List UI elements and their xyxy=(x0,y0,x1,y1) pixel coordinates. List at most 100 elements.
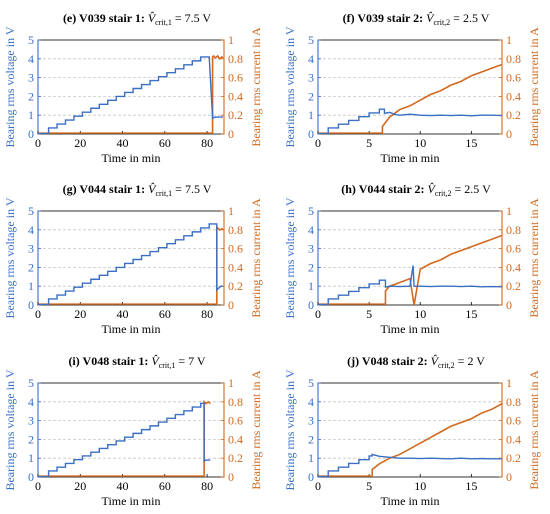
y-left-tick-label: 4 xyxy=(308,395,314,409)
y-right-axis-label: Bearing rms current in A xyxy=(527,370,541,490)
y-right-tick-label: 0.8 xyxy=(506,223,521,237)
y-right-tick-label: 0.2 xyxy=(506,279,521,293)
y-left-tick-label: 3 xyxy=(28,71,34,85)
y-left-tick-label: 0 xyxy=(308,298,314,312)
y-right-axis-label: Bearing rms current in A xyxy=(249,27,263,147)
x-tick-label: 10 xyxy=(414,307,426,321)
y-left-tick-label: 2 xyxy=(308,260,314,274)
y-right-axis-label: Bearing rms current in A xyxy=(249,370,263,490)
current-series-post xyxy=(211,54,224,134)
x-tick-label: 0 xyxy=(315,136,321,150)
y-right-axis-label: Bearing rms current in A xyxy=(249,198,263,318)
y-left-tick-label: 2 xyxy=(308,432,314,446)
plot-frame xyxy=(317,39,503,135)
y-right-tick-label: 0.8 xyxy=(506,52,521,66)
chart-panel-2: (g) V044 stair 1: V̂crit,1 = 7.5 V0 20 40 6… xyxy=(3,182,263,336)
plot-frame xyxy=(317,382,503,478)
x-axis-label: Time in min xyxy=(102,151,161,165)
y-left-tick-label: 0 xyxy=(308,470,314,484)
y-right-tick-label: 0.4 xyxy=(228,432,243,446)
y-right-tick-label: 0.2 xyxy=(228,451,243,465)
panel-title: (i) V048 stair 1: V̂crit,1 = 7 V xyxy=(68,354,205,370)
x-tick-label: 80 xyxy=(201,307,213,321)
y-left-axis-label: Bearing rms voltage in V xyxy=(283,26,297,147)
y-left-tick-label: 5 xyxy=(28,33,34,47)
y-left-tick-label: 3 xyxy=(308,414,314,428)
y-right-tick-label: 1 xyxy=(506,376,512,390)
chart-panel-4: (i) V048 stair 1: V̂crit,1 = 7 V0 20 40 60 8… xyxy=(3,354,263,508)
y-left-axis-label: Bearing rms voltage in V xyxy=(283,369,297,490)
x-tick-label: 15 xyxy=(465,307,477,321)
y-right-tick-label: 0 xyxy=(228,298,234,312)
y-right-tick-label: 0.4 xyxy=(506,260,521,274)
panel-title: (j) V048 stair 2: V̂crit,2 = 2 V xyxy=(347,354,485,370)
x-tick-label: 0 xyxy=(315,307,321,321)
y-left-tick-label: 5 xyxy=(308,376,314,390)
y-right-tick-label: 1 xyxy=(506,33,512,47)
y-right-tick-label: 1 xyxy=(228,204,234,218)
chart-panel-3: (h) V044 stair 2: V̂crit,2 = 2.5 V 0 5 10 15… xyxy=(283,182,541,336)
y-right-tick-label: 0.4 xyxy=(506,432,521,446)
y-left-tick-label: 2 xyxy=(28,432,34,446)
y-right-tick-label: 0 xyxy=(506,470,512,484)
y-right-tick-label: 0.6 xyxy=(228,414,243,428)
y-left-tick-label: 5 xyxy=(28,204,34,218)
y-right-tick-label: 0.2 xyxy=(228,108,243,122)
x-tick-label: 15 xyxy=(465,136,477,150)
y-left-tick-label: 4 xyxy=(308,52,314,66)
voltage-series xyxy=(318,108,502,134)
y-left-tick-label: 4 xyxy=(28,395,34,409)
plot-frame xyxy=(317,210,503,306)
y-right-tick-label: 1 xyxy=(228,376,234,390)
y-left-axis-label: Bearing rms voltage in V xyxy=(3,26,17,147)
y-right-axis-label: Bearing rms current in A xyxy=(527,198,541,318)
y-left-tick-label: 0 xyxy=(28,470,34,484)
y-left-tick-label: 3 xyxy=(308,242,314,256)
y-right-tick-label: 0.8 xyxy=(228,52,243,66)
current-series-post xyxy=(216,224,224,305)
x-tick-label: 20 xyxy=(74,307,86,321)
x-tick-label: 40 xyxy=(117,136,129,150)
y-right-tick-label: 0 xyxy=(506,298,512,312)
y-left-tick-label: 1 xyxy=(308,451,314,465)
x-tick-label: 60 xyxy=(159,479,171,493)
y-left-tick-label: 4 xyxy=(28,52,34,66)
y-left-tick-label: 3 xyxy=(28,242,34,256)
x-tick-label: 10 xyxy=(414,136,426,150)
y-left-axis-label: Bearing rms voltage in V xyxy=(283,197,297,318)
x-tick-label: 20 xyxy=(74,479,86,493)
y-right-tick-label: 0 xyxy=(228,470,234,484)
y-right-tick-label: 0.8 xyxy=(228,223,243,237)
x-tick-label: 0 xyxy=(35,479,41,493)
voltage-series xyxy=(38,56,223,134)
voltage-series xyxy=(318,453,502,477)
voltage-series xyxy=(38,402,211,477)
x-tick-label: 0 xyxy=(315,479,321,493)
current-series-post xyxy=(381,63,502,134)
y-left-tick-label: 4 xyxy=(28,223,34,237)
x-axis-label: Time in min xyxy=(102,322,161,336)
chart-panel-5: (j) V048 stair 2: V̂crit,2 = 2 V0 5 10 1501… xyxy=(283,354,541,508)
y-right-tick-label: 0.2 xyxy=(506,108,521,122)
y-left-tick-label: 0 xyxy=(28,298,34,312)
y-right-tick-label: 0 xyxy=(506,127,512,141)
y-right-tick-label: 0.6 xyxy=(228,242,243,256)
y-right-tick-label: 0.2 xyxy=(228,279,243,293)
x-tick-label: 60 xyxy=(159,307,171,321)
x-tick-label: 80 xyxy=(201,479,213,493)
panel-title: (f) V039 stair 2: V̂crit,2 = 2.5 V xyxy=(343,11,490,27)
x-axis-label: Time in min xyxy=(381,494,440,508)
y-right-tick-label: 0.6 xyxy=(506,414,521,428)
y-right-tick-label: 0.6 xyxy=(506,71,521,85)
x-axis-label: Time in min xyxy=(102,494,161,508)
y-right-tick-label: 0.6 xyxy=(506,242,521,256)
x-tick-label: 60 xyxy=(159,136,171,150)
y-left-tick-label: 2 xyxy=(308,89,314,103)
panel-title: (h) V044 stair 2: V̂crit,2 = 2.5 V xyxy=(341,182,491,198)
y-right-tick-label: 0.4 xyxy=(228,260,243,274)
current-series-post xyxy=(371,402,502,477)
x-tick-label: 5 xyxy=(366,307,372,321)
x-tick-label: 5 xyxy=(366,136,372,150)
voltage-series xyxy=(318,265,502,305)
